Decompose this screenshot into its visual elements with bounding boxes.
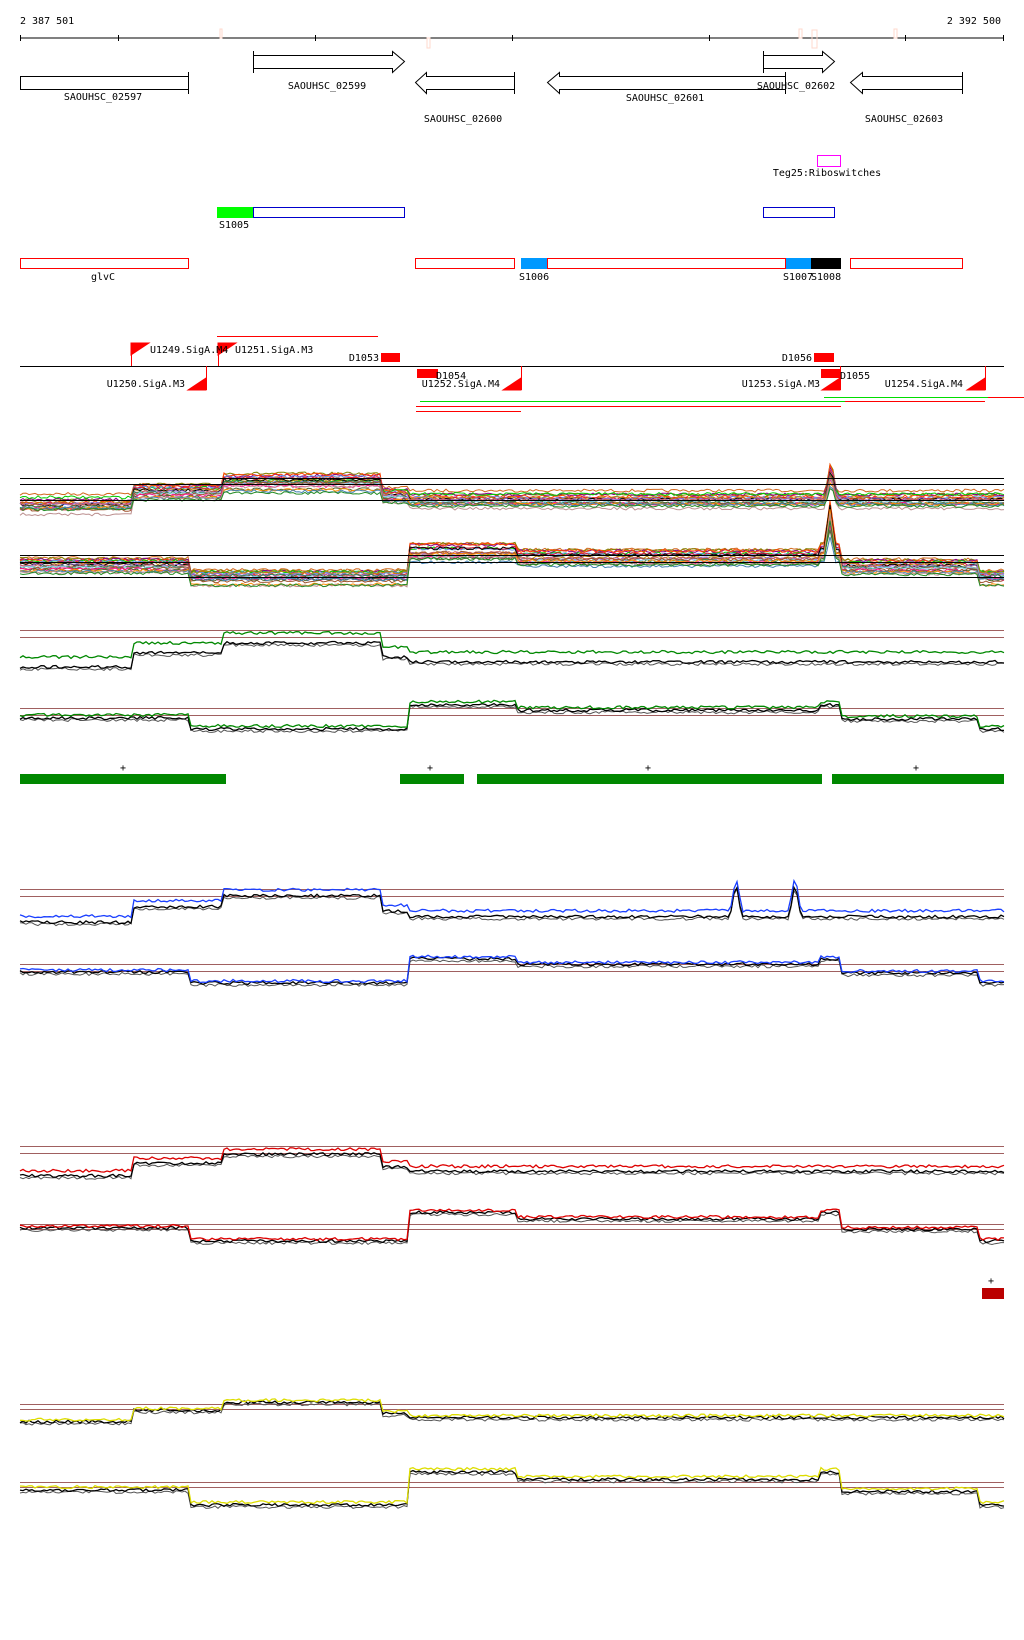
segment-label: glvC bbox=[91, 272, 115, 283]
expression-trace bbox=[19, 640, 1005, 669]
ruler-start-label: 2 387 501 bbox=[20, 16, 74, 27]
ruler-end-label: 2 392 500 bbox=[947, 16, 1001, 27]
promoter-label: U1254.SigA.M4 bbox=[885, 379, 963, 390]
promoter-label: U1252.SigA.M4 bbox=[422, 379, 500, 390]
promoter-terminator-track: U1249.SigA.M4 U1251.SigA.M3 U1250.SigA.M… bbox=[20, 336, 1024, 412]
promoter-label: U1251.SigA.M3 bbox=[235, 345, 313, 356]
segment-S1006[interactable] bbox=[521, 258, 547, 269]
segment-label: S1005 bbox=[219, 220, 249, 231]
terminator-D1054[interactable] bbox=[417, 369, 438, 378]
region-bar[interactable] bbox=[477, 774, 822, 784]
gene-label: SAOUHSC_02597 bbox=[64, 92, 142, 103]
expression-trace bbox=[19, 465, 1005, 502]
segment-utr[interactable] bbox=[763, 207, 835, 218]
terminator-D1056[interactable] bbox=[814, 353, 834, 362]
gene-SAOUHSC_02600[interactable] bbox=[414, 71, 515, 95]
segment-S1007[interactable] bbox=[786, 258, 811, 269]
gene-SAOUHSC_02603[interactable] bbox=[849, 71, 963, 95]
expression-trace bbox=[19, 1147, 1005, 1174]
gene-label: SAOUHSC_02601 bbox=[626, 93, 704, 104]
expression-trace bbox=[19, 1152, 1005, 1179]
expression-trace bbox=[19, 1400, 1005, 1424]
red-region-track: + bbox=[982, 1276, 1004, 1299]
segment-label: S1007 bbox=[783, 272, 813, 283]
gene-SAOUHSC_02599[interactable] bbox=[253, 50, 406, 74]
promoter-label: U1249.SigA.M4 bbox=[150, 345, 228, 356]
expression-trace bbox=[19, 1398, 1005, 1422]
region-bar[interactable] bbox=[982, 1288, 1004, 1299]
gene-SAOUHSC_02597[interactable] bbox=[20, 72, 189, 94]
promoter-U1253[interactable] bbox=[820, 366, 841, 391]
plus-strand-mark: + bbox=[120, 763, 126, 774]
region-bar[interactable] bbox=[832, 774, 1004, 784]
gene-label: SAOUHSC_02602 bbox=[757, 81, 835, 92]
expression-trace bbox=[19, 1466, 1005, 1505]
green-region-track: + + + + bbox=[20, 763, 1004, 784]
segment-label: S1006 bbox=[519, 272, 549, 283]
promoter-U1252[interactable] bbox=[501, 366, 522, 391]
terminator-D1053[interactable] bbox=[381, 353, 400, 362]
region-bar[interactable] bbox=[20, 774, 226, 784]
terminator-label: D1054 bbox=[436, 371, 466, 382]
expression-trace bbox=[19, 513, 1005, 588]
segment-utr[interactable] bbox=[253, 207, 405, 218]
terminator-D1055[interactable] bbox=[821, 369, 840, 378]
segments-minus-track: glvC S1006 S1007 S1008 bbox=[20, 258, 963, 283]
expression-trace bbox=[19, 1402, 1005, 1426]
expression-trace bbox=[19, 642, 1005, 671]
gene-label: SAOUHSC_02599 bbox=[288, 81, 366, 92]
segment-glvC[interactable] bbox=[20, 258, 189, 269]
plus-strand-mark: + bbox=[988, 1276, 994, 1287]
promoter-U1254[interactable] bbox=[965, 366, 986, 391]
segment-utr[interactable] bbox=[850, 258, 963, 269]
segment-utr[interactable] bbox=[547, 258, 786, 269]
promoter-U1250[interactable] bbox=[186, 366, 207, 391]
promoter-label: U1253.SigA.M3 bbox=[742, 379, 820, 390]
ruler-ticks bbox=[20, 35, 1004, 41]
segments-plus-track: S1005 bbox=[217, 207, 835, 231]
gene-SAOUHSC_02601[interactable] bbox=[546, 71, 786, 95]
expression-trace bbox=[19, 509, 1005, 587]
terminator-label: D1055 bbox=[840, 371, 870, 382]
expression-trace bbox=[19, 520, 1005, 588]
promoter-U1251[interactable] bbox=[217, 342, 238, 366]
gene-track bbox=[20, 50, 963, 95]
expression-trace bbox=[19, 630, 1005, 660]
plus-strand-mark: + bbox=[913, 763, 919, 774]
expression-trace bbox=[19, 699, 1005, 729]
expression-trace bbox=[19, 476, 1005, 517]
expression-trace bbox=[19, 885, 1005, 925]
gene-SAOUHSC_02602[interactable] bbox=[763, 50, 836, 74]
terminator-label: D1053 bbox=[349, 353, 379, 364]
expression-trace bbox=[19, 954, 1005, 984]
plus-strand-mark: + bbox=[427, 763, 433, 774]
expression-traces bbox=[19, 462, 1005, 1510]
riboswitch-label: Teg25:Riboswitches bbox=[773, 168, 881, 179]
riboswitch-feature[interactable] bbox=[817, 155, 841, 167]
segment-utr[interactable] bbox=[415, 258, 515, 269]
expression-trace bbox=[19, 487, 1005, 512]
plus-strand-mark: + bbox=[645, 763, 651, 774]
segment-S1005[interactable] bbox=[217, 207, 253, 218]
gene-labels: SAOUHSC_02597 SAOUHSC_02599 SAOUHSC_0260… bbox=[64, 81, 943, 125]
gene-label: SAOUHSC_02600 bbox=[424, 114, 502, 125]
ruler-marks bbox=[219, 28, 898, 49]
region-bar[interactable] bbox=[400, 774, 464, 784]
gene-label: SAOUHSC_02603 bbox=[865, 114, 943, 125]
expression-trace bbox=[19, 472, 1005, 506]
promoter-label: U1250.SigA.M3 bbox=[107, 379, 185, 390]
promoter-U1249[interactable] bbox=[130, 342, 151, 366]
terminator-label: D1056 bbox=[782, 353, 812, 364]
segment-label: S1008 bbox=[811, 272, 841, 283]
transcript-lines bbox=[416, 397, 1024, 412]
coordinate-ruler: 2 387 501 2 392 500 bbox=[20, 16, 1004, 49]
expression-trace bbox=[19, 878, 1005, 919]
expression-trace bbox=[19, 1208, 1005, 1242]
segment-S1008[interactable] bbox=[811, 258, 841, 269]
expression-trace bbox=[19, 887, 1005, 927]
